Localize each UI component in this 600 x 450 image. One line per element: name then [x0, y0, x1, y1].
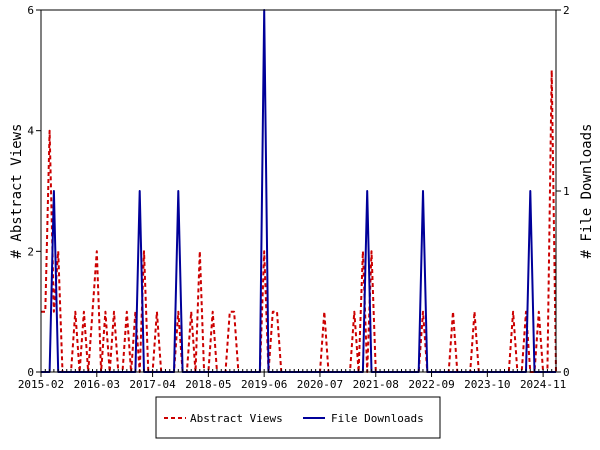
x-tick-label: 2024-11: [520, 378, 566, 391]
y-axis-left-title: # Abstract Views: [9, 124, 25, 259]
x-tick-label: 2022-09: [408, 378, 454, 391]
x-tick-label: 2017-04: [129, 378, 176, 391]
y-right-tick-label: 0: [563, 366, 570, 379]
x-tick-label: 2023-10: [464, 378, 510, 391]
x-tick-label: 2016-03: [74, 378, 120, 391]
legend: Abstract Views File Downloads: [155, 396, 441, 439]
legend-box: [155, 396, 441, 439]
y-left-tick-label: 4: [27, 125, 34, 138]
plot-frame: [40, 9, 557, 373]
x-tick-label: 2020-07: [297, 378, 343, 391]
y-right-tick-label: 1: [563, 185, 570, 198]
y-left-tick-label: 2: [27, 245, 34, 258]
legend-label-file-downloads: File Downloads: [331, 412, 424, 425]
x-tick-label: 2015-02: [18, 378, 64, 391]
y-left-tick-label: 0: [27, 366, 34, 379]
y-axis-right-title: # File Downloads: [579, 124, 595, 259]
y-axis-ticks: 0 2 4 6 0 1 2: [27, 4, 569, 379]
x-tick-label: 2019-06: [241, 378, 287, 391]
y-right-tick-label: 2: [563, 4, 570, 17]
x-tick-label: 2018-05: [185, 378, 231, 391]
x-tick-label: 2021-08: [353, 378, 399, 391]
y-left-tick-label: 6: [27, 4, 34, 17]
plot-area: [41, 10, 556, 372]
legend-label-abstract-views: Abstract Views: [190, 412, 283, 425]
x-axis-ticks: 2015-02 2016-03 2017-04 2018-05 2019-06 2020-…: [18, 369, 566, 391]
